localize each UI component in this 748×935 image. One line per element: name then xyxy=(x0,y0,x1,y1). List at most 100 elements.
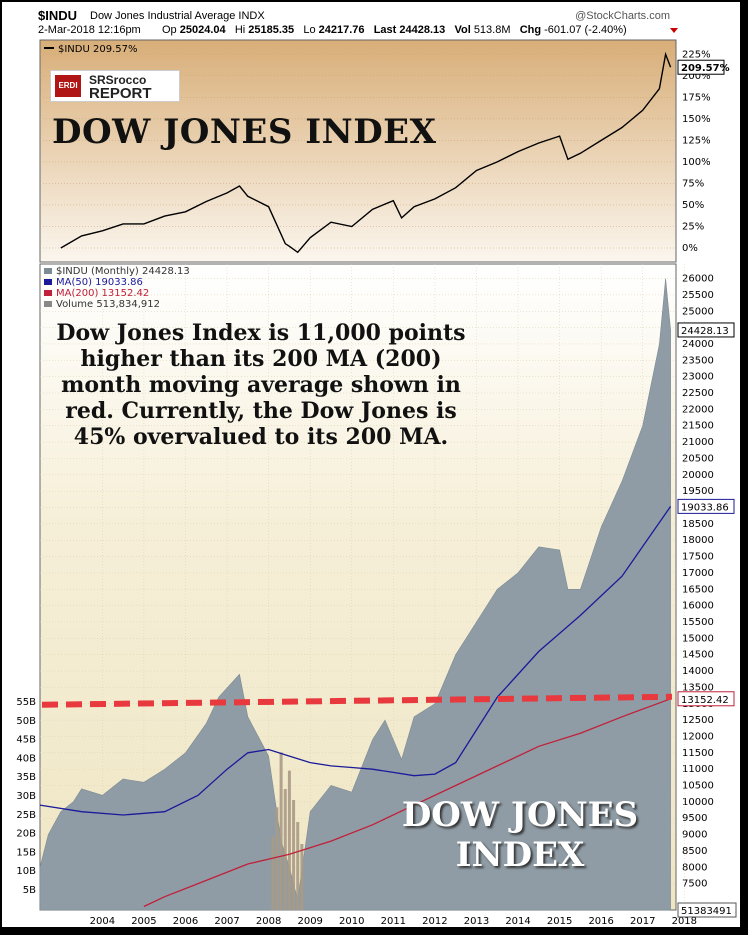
high-label: Hi xyxy=(234,24,246,36)
main-y-tick-label: 25000 xyxy=(682,306,714,317)
performance-line xyxy=(60,51,672,254)
x-tick-label: 2009 xyxy=(297,916,322,927)
main-y-tick-label: 16500 xyxy=(682,584,714,595)
volume-value: 513.8M xyxy=(473,24,511,36)
top-y-tick-label: 75% xyxy=(682,178,704,189)
x-tick-label: 2014 xyxy=(505,916,530,927)
top-y-tick-label: 200% xyxy=(682,71,711,82)
x-tick-label: 2017 xyxy=(630,916,655,927)
volume-bar xyxy=(275,807,279,910)
ma50-value-label: 19033.86 xyxy=(681,502,729,513)
volume-y-tick-label: 5B xyxy=(23,885,36,896)
high-value: 25185.35 xyxy=(248,24,295,36)
main-legend-label: MA(200) 13152.42 xyxy=(56,288,149,299)
main-y-tick-label: 10000 xyxy=(682,797,714,808)
srsrocco-logo: ERDI SRSrocco REPORT xyxy=(50,70,180,102)
x-tick-label: 2004 xyxy=(90,916,115,927)
x-tick-label: 2008 xyxy=(256,916,281,927)
top-last-value-badge xyxy=(677,59,725,75)
main-legend-swatch xyxy=(44,279,52,285)
low-value: 24217.76 xyxy=(318,24,365,36)
bottom-title: DOW JONES INDEX xyxy=(401,795,639,875)
stats-bar: Op 25024.04 Hi 25185.35 Lo 24217.76 Last… xyxy=(162,24,627,36)
open-value: 25024.04 xyxy=(179,24,226,36)
annotation-text: Dow Jones Index is 11,000 points higher … xyxy=(56,320,466,450)
volume-label: Vol xyxy=(454,24,471,36)
volume-value-label: 51383491 xyxy=(681,906,732,917)
x-tick-label: 2015 xyxy=(547,916,572,927)
logo-line2: REPORT xyxy=(89,85,152,102)
x-tick-label: 2012 xyxy=(422,916,447,927)
volume-y-tick-label: 45B xyxy=(16,735,36,746)
main-y-tick-label: 21500 xyxy=(682,421,714,432)
main-y-tick-label: 12500 xyxy=(682,715,714,726)
date-label: 2-Mar-2018 12:16pm xyxy=(38,24,141,36)
volume-y-tick-label: 50B xyxy=(16,716,36,727)
volume-y-tick-label: 35B xyxy=(16,772,36,783)
main-legend-swatch xyxy=(44,268,52,274)
last-value: 24428.13 xyxy=(399,24,446,36)
main-legend-label: $INDU (Monthly) 24428.13 xyxy=(56,266,190,277)
top-y-tick-label: 150% xyxy=(682,114,711,125)
top-y-tick-label: 225% xyxy=(682,49,711,60)
logo-badge: ERDI xyxy=(55,75,81,97)
main-y-tick-label: 16000 xyxy=(682,601,714,612)
main-y-tick-label: 7500 xyxy=(682,879,707,890)
main-legend-swatch xyxy=(44,301,52,307)
top-y-tick-label: 175% xyxy=(682,92,711,103)
last-label: Last xyxy=(373,24,397,36)
top-last-value-label: 209.57% xyxy=(681,63,730,74)
main-y-tick-label: 11000 xyxy=(682,764,714,775)
ma50-value-badge xyxy=(677,498,735,514)
top-y-tick-label: 50% xyxy=(682,200,704,211)
symbol-label: $INDU xyxy=(38,8,78,23)
main-y-tick-label: 15500 xyxy=(682,617,714,628)
main-y-tick-label: 8500 xyxy=(682,846,707,857)
volume-y-tick-label: 10B xyxy=(16,866,36,877)
main-y-tick-label: 19500 xyxy=(682,486,714,497)
top-title: DOW JONES INDEX xyxy=(52,112,437,152)
volume-bar xyxy=(296,822,300,910)
x-tick-label: 2013 xyxy=(464,916,489,927)
main-y-tick-label: 20500 xyxy=(682,453,714,464)
main-y-tick-label: 9500 xyxy=(682,813,707,824)
main-legend-label: Volume 513,834,912 xyxy=(56,299,160,310)
volume-y-tick-label: 40B xyxy=(16,753,36,764)
volume-y-tick-label: 55B xyxy=(16,697,36,708)
volume-value-badge xyxy=(677,902,737,918)
main-y-tick-label: 18500 xyxy=(682,519,714,530)
logo-line1: SRSrocco xyxy=(89,73,147,87)
low-label: Lo xyxy=(303,24,316,36)
open-label: Op xyxy=(162,24,177,36)
price-value-badge xyxy=(677,322,735,338)
ma50-line xyxy=(39,506,672,816)
dashed-reference-line xyxy=(41,693,673,708)
top-legend-label: $INDU 209.57% xyxy=(58,44,137,55)
x-tick-label: 2018 xyxy=(672,916,697,927)
top-y-tick-label: 0% xyxy=(682,243,698,254)
volume-bar xyxy=(300,844,304,910)
main-y-tick-label: 13500 xyxy=(682,682,714,693)
change-label: Chg xyxy=(519,24,542,36)
main-y-tick-label: 10500 xyxy=(682,781,714,792)
volume-bar xyxy=(292,800,296,910)
brand-label[interactable]: @StockCharts.com xyxy=(575,10,670,22)
ma200-line xyxy=(143,698,671,908)
main-y-tick-label: 11500 xyxy=(682,748,714,759)
main-y-tick-label: 22500 xyxy=(682,388,714,399)
main-y-tick-label: 8000 xyxy=(682,862,707,873)
volume-bar xyxy=(279,752,283,910)
volume-y-tick-label: 15B xyxy=(16,847,36,858)
price-value-label: 24428.13 xyxy=(681,326,729,337)
x-tick-label: 2007 xyxy=(214,916,239,927)
volume-bar xyxy=(287,770,291,910)
ma200-value-label: 13152.42 xyxy=(681,695,729,706)
volume-y-tick-label: 25B xyxy=(16,810,36,821)
top-y-tick-label: 125% xyxy=(682,135,711,146)
top-y-tick-label: 100% xyxy=(682,157,711,168)
volume-y-tick-label: 20B xyxy=(16,829,36,840)
volume-y-tick-label: 30B xyxy=(16,791,36,802)
main-y-tick-label: 25500 xyxy=(682,290,714,301)
price-area xyxy=(39,278,671,911)
main-legend-swatch xyxy=(44,290,52,296)
